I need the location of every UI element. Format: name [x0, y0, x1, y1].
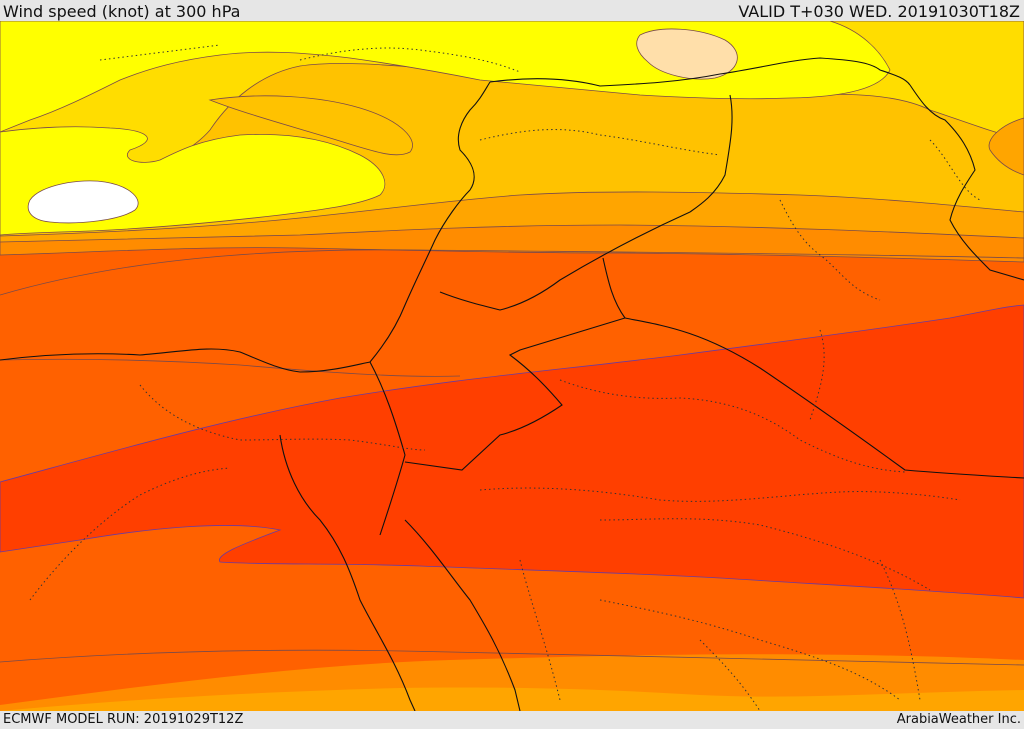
- credit-label: ArabiaWeather Inc.: [896, 712, 1021, 727]
- model-run-label: ECMWF MODEL RUN: 20191029T12Z: [3, 712, 244, 727]
- admin-borders: [29, 44, 981, 711]
- wind-speed-map: [0, 21, 1024, 711]
- low-wind-patch: [27, 180, 139, 224]
- band-orange-east: [988, 117, 1024, 176]
- header-bar: Wind speed (knot) at 300 hPa VALID T+030…: [0, 0, 1024, 21]
- map-canvas: [0, 21, 1024, 711]
- peach-patch: [636, 28, 738, 80]
- map-title: Wind speed (knot) at 300 hPa: [3, 2, 241, 21]
- contour-lines: [0, 249, 1024, 666]
- valid-time: VALID T+030 WED. 20191030T18Z: [738, 2, 1020, 21]
- band-gold-inlet: [208, 95, 413, 156]
- band-jet-core: [0, 304, 1024, 599]
- band-south-amber: [0, 687, 1024, 711]
- borders: [0, 57, 1024, 711]
- footer-bar: ECMWF MODEL RUN: 20191029T12Z ArabiaWeat…: [0, 711, 1024, 729]
